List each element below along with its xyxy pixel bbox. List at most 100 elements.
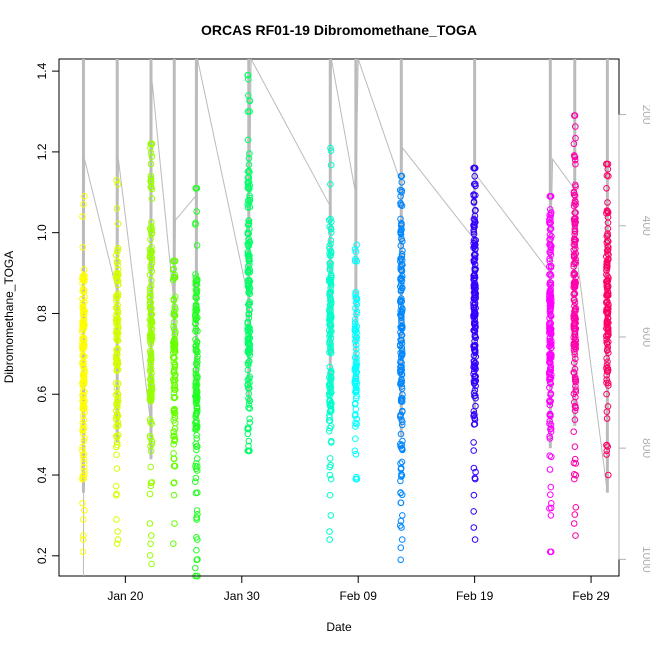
data-point xyxy=(147,397,155,405)
data-point xyxy=(470,230,478,238)
data-point xyxy=(571,359,578,367)
data-point xyxy=(603,160,611,168)
x-axis-label: Date xyxy=(326,620,352,634)
data-point xyxy=(351,325,359,333)
data-point xyxy=(148,420,155,427)
data-point xyxy=(79,244,86,251)
data-point xyxy=(397,311,405,319)
data-point xyxy=(352,373,360,381)
data-point xyxy=(80,463,88,471)
data-point xyxy=(113,404,121,412)
data-point xyxy=(328,229,335,236)
data-point xyxy=(244,221,252,229)
data-point xyxy=(470,439,477,446)
data-point xyxy=(572,532,579,539)
data-point xyxy=(147,284,154,292)
data-point xyxy=(603,447,611,455)
data-point xyxy=(605,301,612,309)
data-point xyxy=(112,360,120,368)
data-point xyxy=(193,410,200,417)
data-point xyxy=(148,225,156,233)
data-point xyxy=(571,365,579,373)
data-point xyxy=(79,446,86,454)
data-point xyxy=(244,136,252,144)
data-point xyxy=(193,242,201,249)
right-tick-label: 400 xyxy=(640,216,650,236)
data-point xyxy=(148,376,155,383)
data-point xyxy=(397,412,404,419)
data-point xyxy=(353,475,361,483)
data-point xyxy=(114,536,122,543)
data-point xyxy=(472,295,479,302)
data-point xyxy=(470,191,477,198)
data-point xyxy=(398,284,406,292)
y-tick-label: 1.2 xyxy=(35,143,49,160)
data-point xyxy=(603,247,611,254)
data-point xyxy=(171,414,178,421)
series-6 xyxy=(244,71,254,455)
data-point xyxy=(113,353,120,361)
data-point xyxy=(193,277,201,284)
data-point xyxy=(326,424,334,432)
data-point xyxy=(113,384,121,392)
data-point xyxy=(603,209,610,217)
data-point xyxy=(570,316,578,323)
data-point xyxy=(246,340,253,348)
right-axis: 200 400 600 800 1000 xyxy=(618,105,650,573)
data-point xyxy=(80,277,88,285)
data-point xyxy=(244,267,252,274)
series-10 xyxy=(470,164,480,543)
data-point xyxy=(604,365,612,372)
data-point xyxy=(192,312,199,320)
data-point xyxy=(246,192,253,199)
data-point xyxy=(571,443,579,451)
right-tick-label: 600 xyxy=(640,327,650,347)
data-point xyxy=(352,399,359,407)
data-point xyxy=(79,339,86,347)
data-point xyxy=(326,392,333,400)
data-point xyxy=(604,443,612,450)
data-point xyxy=(112,491,120,499)
data-point xyxy=(398,377,406,384)
data-point xyxy=(571,369,578,377)
data-point xyxy=(245,257,253,265)
data-point xyxy=(192,360,200,367)
data-point xyxy=(114,325,121,333)
data-point xyxy=(170,389,178,397)
data-point xyxy=(146,225,154,233)
right-tick-label: 1000 xyxy=(640,546,650,573)
data-point xyxy=(327,225,335,233)
data-point xyxy=(328,274,335,282)
data-point xyxy=(170,308,178,315)
data-point xyxy=(548,453,555,461)
data-point xyxy=(245,401,253,408)
data-point xyxy=(571,407,579,415)
data-point xyxy=(397,242,405,249)
data-point xyxy=(80,371,88,379)
data-point xyxy=(146,490,154,498)
data-point xyxy=(605,471,612,479)
data-point xyxy=(605,255,612,263)
data-point xyxy=(193,305,200,313)
data-point xyxy=(470,284,478,292)
data-point xyxy=(146,301,154,309)
data-point xyxy=(571,217,578,225)
data-point xyxy=(397,363,404,371)
data-point xyxy=(327,316,334,323)
data-point xyxy=(398,445,405,452)
data-point xyxy=(547,421,555,429)
data-point xyxy=(80,266,88,273)
data-point xyxy=(80,378,87,385)
data-point xyxy=(603,415,611,422)
data-point xyxy=(327,281,335,289)
data-point xyxy=(327,408,335,415)
data-point xyxy=(147,317,155,324)
data-point xyxy=(245,161,253,168)
data-point xyxy=(570,260,578,268)
series-11 xyxy=(546,193,555,556)
data-point xyxy=(148,440,156,448)
data-point xyxy=(546,466,554,473)
data-point xyxy=(246,373,253,381)
